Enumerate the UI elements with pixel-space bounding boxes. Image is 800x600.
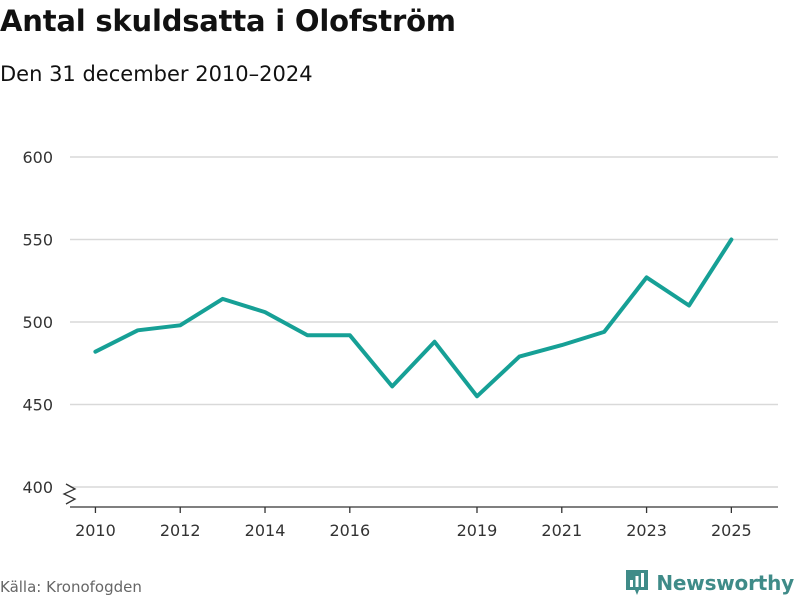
x-tick-label: 2019 — [457, 521, 498, 540]
data-point — [475, 394, 479, 398]
x-tick-label: 2014 — [245, 521, 286, 540]
data-point — [645, 275, 649, 279]
x-tick-label: 2025 — [711, 521, 752, 540]
data-point — [305, 333, 309, 337]
series — [93, 237, 734, 399]
data-point — [221, 297, 225, 301]
data-point — [560, 343, 564, 347]
data-point — [348, 333, 352, 337]
x-axis — [62, 483, 778, 513]
data-point — [433, 340, 437, 344]
data-point — [178, 323, 182, 327]
brand-name: Newsworthy — [656, 571, 794, 595]
newsworthy-logo-icon — [626, 570, 649, 595]
chart-subtitle: Den 31 december 2010–2024 — [0, 62, 313, 86]
data-point — [263, 310, 267, 314]
data-point — [687, 304, 691, 308]
x-tick-label: 2010 — [75, 521, 116, 540]
x-axis-labels: 2010 2012 2014 2016 2019 2021 2023 2025 — [75, 521, 752, 540]
y-tick-label: 500 — [22, 313, 53, 332]
y-axis-labels: 400 450 500 550 600 — [22, 148, 53, 497]
x-tick-label: 2023 — [626, 521, 667, 540]
x-tick-label: 2012 — [160, 521, 201, 540]
data-point — [390, 384, 394, 388]
gridlines — [70, 156, 778, 488]
data-point — [602, 330, 606, 334]
data-point — [136, 328, 140, 332]
y-tick-label: 550 — [22, 231, 53, 250]
y-tick-label: 400 — [22, 478, 53, 497]
axis-break-icon — [62, 483, 77, 505]
brand-logo: Newsworthy — [624, 568, 794, 598]
series-line — [93, 237, 734, 399]
y-tick-label: 450 — [22, 396, 53, 415]
x-tick-label: 2016 — [329, 521, 370, 540]
source-note: Källa: Kronofogden — [0, 578, 142, 596]
chart-title: Antal skuldsatta i Olofström — [0, 4, 456, 38]
data-point — [729, 238, 733, 242]
y-tick-label: 600 — [22, 148, 53, 167]
data-point — [93, 350, 97, 354]
data-point — [517, 355, 521, 359]
x-tick-label: 2021 — [541, 521, 582, 540]
